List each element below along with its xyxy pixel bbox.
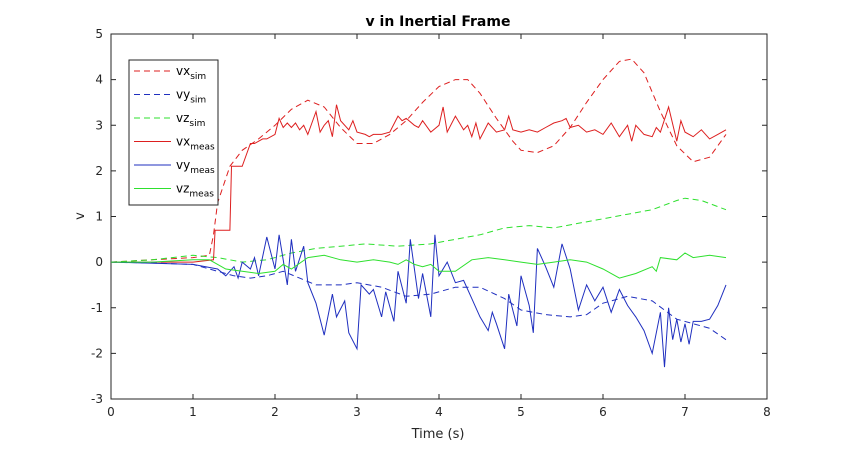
plot-area: 0 1 2 3 4 5 6 7 8 -3 -2 -1 0 1 2 3 4 5 vxsim vysim vzsim vxme… — [91, 27, 771, 419]
y-tick-label: 4 — [95, 73, 103, 87]
legend-label-vx-meas: vxmeas — [176, 135, 215, 153]
series-line-vz-meas — [111, 252, 727, 279]
y-tick-label: 0 — [95, 255, 103, 269]
x-tick-label: 1 — [189, 405, 197, 419]
y-tick-label: 3 — [95, 118, 103, 132]
series-line-vy-meas — [110, 234, 727, 368]
x-tick-label: 6 — [599, 405, 607, 419]
y-tick-label: 2 — [95, 164, 103, 178]
series-line-vz-sim — [110, 197, 727, 263]
x-axis-title: Time (s) — [411, 427, 465, 442]
legend-label-vy-meas: vymeas — [176, 158, 215, 176]
chart-title: v in Inertial Frame — [366, 14, 511, 30]
series-line-vx-meas — [111, 104, 727, 263]
x-tick-label: 0 — [107, 405, 115, 419]
x-tick-label: 8 — [763, 405, 771, 419]
series-line-vy-sim — [110, 261, 727, 341]
y-tick-label: 5 — [95, 27, 103, 41]
y-tick-label: -2 — [91, 346, 103, 360]
legend-label-vx-sim: vxsim — [176, 64, 206, 82]
x-tick-label: 5 — [517, 405, 525, 419]
x-tick-label: 4 — [435, 405, 443, 419]
x-tick-label: 3 — [353, 405, 361, 419]
y-axis-title: v — [73, 212, 88, 220]
x-tick-label: 7 — [681, 405, 689, 419]
y-tick-label: 1 — [95, 210, 103, 224]
y-tick-label: -3 — [91, 392, 103, 406]
legend-label-vz-sim: vzsim — [176, 111, 205, 129]
legend-label-vz-meas: vzmeas — [176, 182, 214, 200]
legend-box — [128, 59, 219, 206]
legend-label-vy-sim: vysim — [176, 88, 206, 106]
y-tick-label: -1 — [91, 301, 103, 315]
x-tick-label: 2 — [271, 405, 279, 419]
series-line-vx-sim — [110, 58, 727, 263]
